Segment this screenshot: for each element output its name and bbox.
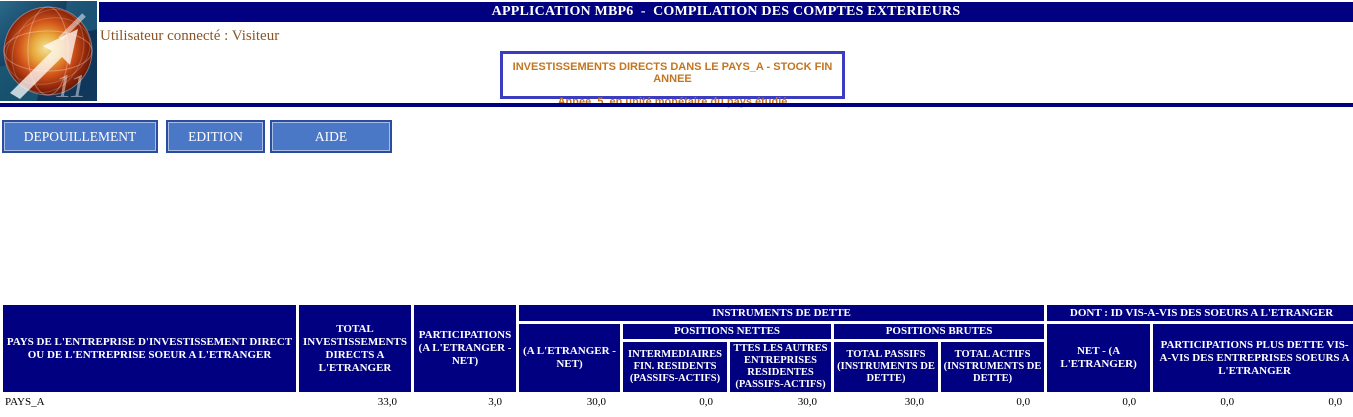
country-cell: PAYS_A [3, 395, 296, 410]
aide-button[interactable]: AIDE [270, 120, 392, 153]
group-header-positions-brutes: POSITIONS BRUTES [834, 324, 1045, 339]
report-title-line1: INVESTISSEMENTS DIRECTS DANS LE PAYS_A -… [512, 61, 833, 85]
value-cell-intermediaires-fin: 0,0 [623, 395, 727, 410]
col-header-total-actifs: TOTAL ACTIFS (INSTRUMENTS DE DETTE) [941, 342, 1045, 393]
app-header-bar: APPLICATION MBP6 - COMPILATION DES COMPT… [99, 2, 1353, 22]
value-cell-etranger-net: 30,0 [519, 395, 620, 410]
menu-bar: DEPOUILLEMENT EDITION AIDE [2, 120, 392, 153]
globe-logo: 11 [0, 1, 97, 101]
table-row: PAYS_A 33,0 3,0 30,0 0,0 30,0 30,0 0,0 0… [3, 395, 1353, 410]
group-header-positions-nettes: POSITIONS NETTES [623, 324, 831, 339]
app-title: APPLICATION MBP6 - COMPILATION DES COMPT… [491, 4, 961, 19]
col-header-pays: PAYS DE L'ENTREPRISE D'INVESTISSEMENT DI… [3, 305, 296, 393]
edition-button[interactable]: EDITION [166, 120, 265, 153]
globe-logo-image: 11 [0, 1, 97, 101]
col-header-net-etranger: NET - (A L'ETRANGER) [1047, 324, 1151, 393]
group-header-dont-id-soeurs: DONT : ID VIS-A-VIS DES SOEURS A L'ETRAN… [1047, 305, 1353, 321]
col-header-participations-plus-dette: PARTICIPATIONS PLUS DETTE VIS-A-VIS DES … [1153, 324, 1353, 393]
user-status-text: Utilisateur connecté : Visiteur [100, 28, 280, 44]
value-cell-net-etranger: 0,0 [1047, 395, 1151, 410]
results-table: PAYS DE L'ENTREPRISE D'INVESTISSEMENT DI… [0, 302, 1353, 412]
value-cell-ttes-autres-entreprises: 30,0 [730, 395, 831, 410]
horizontal-rule [0, 103, 1353, 107]
col-header-intermediaires-fin: INTERMEDIAIRES FIN. RESIDENTS (PASSIFS-A… [623, 342, 727, 393]
group-header-instruments-de-dette: INSTRUMENTS DE DETTE [519, 305, 1045, 321]
value-cell-total-passifs: 30,0 [834, 395, 938, 410]
report-title-box: INVESTISSEMENTS DIRECTS DANS LE PAYS_A -… [500, 51, 845, 108]
value-cell-participations-plus-dette: 0,0 [1153, 395, 1249, 410]
value-cell-total-investissements: 33,0 [299, 395, 411, 410]
col-header-ttes-autres-entreprises: TTES LES AUTRES ENTREPRISES RESIDENTES (… [730, 342, 831, 393]
value-cell-total-actifs: 0,0 [941, 395, 1045, 410]
col-header-participations: PARTICIPATIONS (A L'ETRANGER - NET) [414, 305, 516, 393]
col-header-total-investissements: TOTAL INVESTISSEMENTS DIRECTS A L'ETRANG… [299, 305, 411, 393]
col-header-total-passifs: TOTAL PASSIFS (INSTRUMENTS DE DETTE) [834, 342, 938, 393]
svg-text:11: 11 [55, 68, 86, 101]
value-cell-participations: 3,0 [414, 395, 516, 410]
depouillement-button[interactable]: DEPOUILLEMENT [2, 120, 158, 153]
value-cell-last: 0,0 [1251, 395, 1353, 410]
col-header-etranger-net: (A L'ETRANGER - NET) [519, 324, 620, 393]
